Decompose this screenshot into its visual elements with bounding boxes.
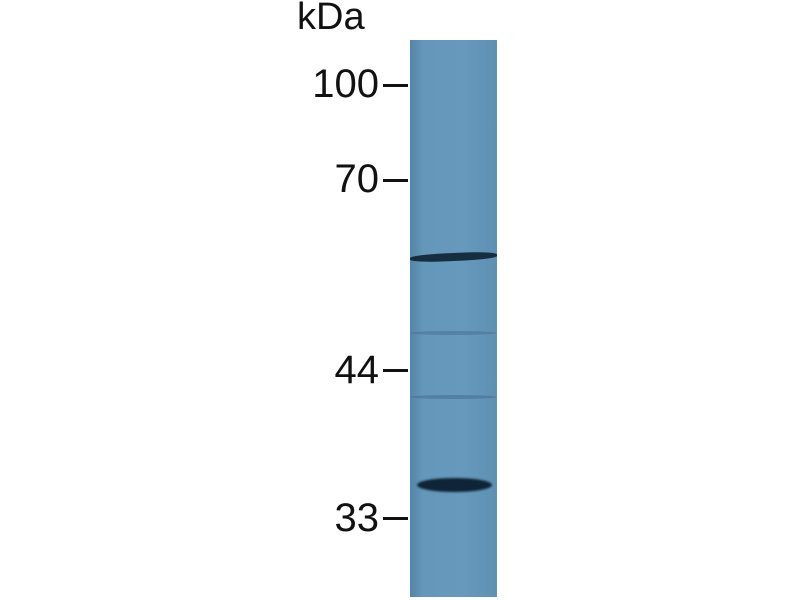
marker-label-33: 33 [334,496,380,540]
blot-lane [409,40,498,597]
marker-tick-33 [383,517,408,520]
unit-label: kDa [297,0,365,38]
marker-tick-70 [383,179,408,182]
marker-label-44: 44 [334,348,380,392]
band-upper [409,251,498,263]
marker-tick-44 [383,369,408,372]
marker-label-100: 100 [312,62,379,106]
marker-tick-100 [383,84,408,87]
band-lower [416,478,492,492]
band-faint-1 [410,331,497,335]
band-faint-2 [410,395,497,399]
marker-label-70: 70 [334,157,380,201]
